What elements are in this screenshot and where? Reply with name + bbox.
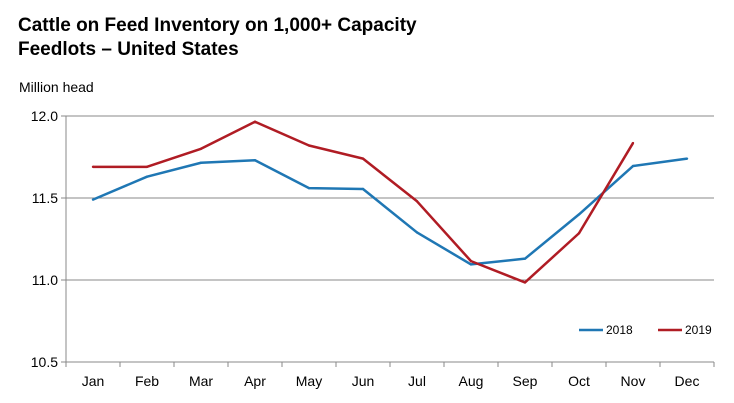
series-line-2019	[93, 120, 635, 284]
data-point-2018	[685, 157, 689, 160]
data-point-2019	[307, 144, 311, 147]
y-tick-label: 11.0	[32, 272, 58, 288]
chart-title: Cattle on Feed Inventory on 1,000+ Capac…	[18, 14, 618, 62]
chart-title-line-2: Feedlots – United States	[18, 39, 239, 60]
data-point-2019	[253, 120, 257, 123]
data-point-2019	[469, 259, 473, 263]
x-tick-label: May	[296, 373, 322, 389]
x-tick-label: Sep	[513, 373, 538, 389]
data-point-2019	[415, 200, 419, 203]
data-point-2018	[145, 175, 149, 178]
y-tick-labels: 10.5 11.0 11.5 12.0	[31, 108, 58, 370]
data-point-2019	[199, 147, 203, 150]
y-axis-label: Million head	[19, 79, 94, 95]
x-tick-label: Nov	[621, 373, 646, 389]
y-tick-label: 12.0	[31, 108, 58, 124]
data-point-2019	[91, 165, 95, 169]
series-lines	[91, 120, 689, 284]
data-point-2018	[469, 263, 473, 266]
series-line-2018	[92, 157, 688, 266]
data-point-2019	[145, 165, 149, 169]
data-point-2019	[361, 157, 365, 160]
data-point-2018	[199, 161, 203, 164]
data-point-2018	[577, 213, 581, 216]
data-point-2018	[415, 231, 419, 234]
data-point-2018	[523, 257, 527, 260]
x-tick-label: Jun	[352, 373, 375, 389]
data-point-2018	[631, 164, 635, 168]
x-tick-label: Oct	[568, 373, 590, 389]
legend-label-2019: 2019	[685, 323, 712, 337]
x-tick-label: Feb	[135, 373, 159, 389]
x-tick-label: Jul	[408, 373, 426, 389]
legend: 2018 2019	[579, 323, 712, 337]
data-point-2018	[307, 186, 311, 190]
legend-label-2018: 2018	[606, 323, 633, 337]
x-tick-label: Jan	[82, 373, 105, 389]
x-tick-label: Aug	[459, 373, 484, 389]
y-tick-label: 10.5	[31, 354, 58, 370]
data-point-2018	[91, 198, 95, 201]
x-tick-label: Dec	[675, 373, 700, 389]
x-tick-label: Mar	[189, 373, 213, 389]
data-point-2018	[253, 159, 257, 162]
grid-lines	[66, 115, 714, 281]
y-tick-label: 11.5	[32, 190, 58, 206]
x-tick-labels: Jan Feb Mar Apr May Jun Jul Aug Sep Oct Nov Dec	[82, 373, 700, 389]
data-point-2018	[361, 187, 365, 191]
chart-title-line-1: Cattle on Feed Inventory on 1,000+ Capac…	[18, 15, 417, 36]
axes	[61, 115, 715, 367]
x-tick-label: Apr	[244, 373, 266, 389]
data-point-2019	[577, 232, 581, 235]
data-point-2019	[631, 141, 635, 145]
data-point-2019	[523, 281, 527, 284]
